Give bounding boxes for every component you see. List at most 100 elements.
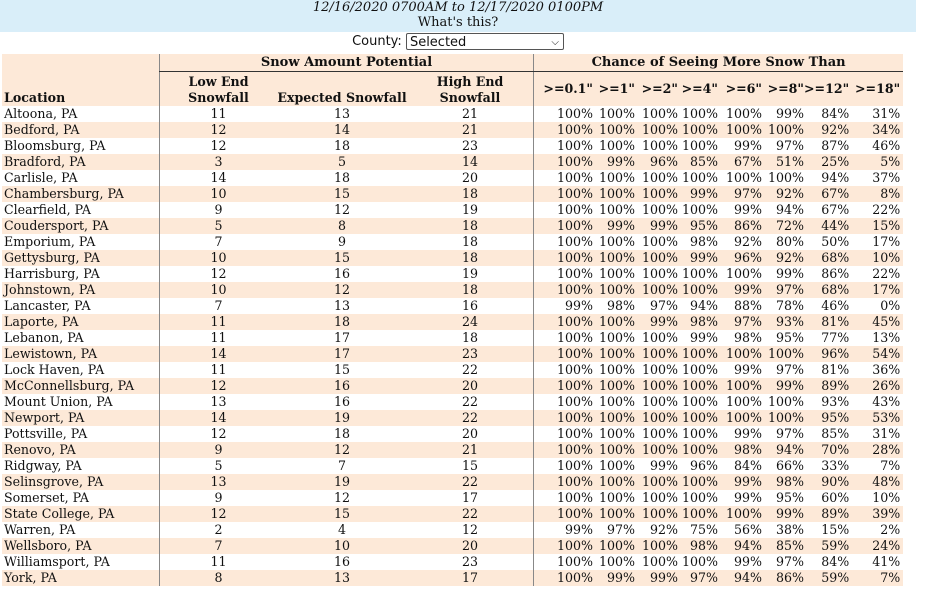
low-end-cell: 2: [159, 522, 277, 538]
chance-cell: 100%: [593, 538, 635, 554]
expected-cell: 12: [333, 202, 351, 217]
high-end-cell: 15: [461, 458, 479, 473]
table-row: York, PA 8 13 17 100% 99% 99% 97% 94% 86% 59% 7%: [2, 570, 904, 586]
chance-cell: 92%: [650, 522, 678, 537]
chance-cell: 70%: [804, 442, 850, 458]
expected-cell: 15: [333, 362, 351, 377]
location-cell: Lancaster, PA: [4, 298, 91, 313]
county-select[interactable]: Selected ⌵: [405, 33, 564, 50]
chance-cell: 100%: [593, 474, 635, 490]
chance-cell: 99%: [635, 218, 678, 234]
chance-cell: 67%: [804, 186, 850, 202]
chance-cell: 59%: [804, 570, 850, 586]
chance-cell: 2%: [880, 522, 901, 537]
chance-cell: 99%: [718, 282, 762, 298]
high-end-cell: 18: [461, 234, 479, 249]
low-end-cell: 12: [159, 122, 277, 138]
chance-cell: 24%: [849, 538, 904, 554]
chance-cell: 22%: [872, 266, 901, 281]
chance-cell: 92%: [762, 250, 804, 266]
table-row: Pottsville, PA 12 18 20 100% 100% 100% 100% 99% 9…: [2, 426, 903, 442]
chance-cell: 100%: [678, 506, 718, 522]
location-cell: Gettysburg, PA: [2, 250, 160, 266]
chance-cell: 99%: [776, 106, 804, 121]
chance-cell: 100%: [533, 394, 593, 410]
table-row: Bloomsburg, PA 12 18 23 100% 100% 100% 100% 99% 9…: [2, 138, 903, 154]
chance-cell: 99%: [690, 330, 718, 345]
chance-cell: 99%: [635, 570, 678, 586]
chance-cell: 97%: [718, 314, 762, 330]
chance-cell: 100%: [635, 282, 678, 298]
chance-cell: 97%: [762, 282, 804, 298]
chance-cell: 100%: [681, 202, 718, 217]
chance-cell: 86%: [762, 570, 804, 586]
location-cell: Lock Haven, PA: [4, 362, 105, 377]
chance-cell: 15%: [821, 522, 850, 537]
low-end-header: Low End Snowfall: [159, 71, 277, 106]
chance-cell: 95%: [776, 490, 804, 505]
chance-cell: 100%: [641, 170, 678, 185]
chance-cell: 100%: [598, 394, 635, 409]
chance-cell: 100%: [533, 362, 593, 378]
chance-cell: 100%: [598, 362, 635, 377]
location-cell: Laporte, PA: [2, 314, 160, 330]
chance-cell: 100%: [767, 170, 804, 185]
low-end-cell: 12: [159, 138, 277, 154]
location-cell: Lebanon, PA: [4, 330, 84, 345]
chance-cell: 87%: [821, 138, 850, 153]
expected-cell: 12: [333, 490, 351, 505]
location-header: Location: [2, 71, 160, 106]
chance-cell: 99%: [776, 266, 804, 281]
chance-cell: 100%: [593, 410, 635, 426]
table-row: Chambersburg, PA 10 15 18 100% 100% 100% 99% 97%…: [2, 186, 904, 202]
chance-cell: 100%: [593, 314, 635, 330]
location-cell: Warren, PA: [4, 522, 76, 537]
low-end-cell: 5: [159, 458, 277, 474]
table-row: Newport, PA 14 19 22 100% 100% 100% 100% 100% 100…: [2, 410, 904, 426]
table-row: Renovo, PA 9 12 21 100% 100% 100% 100% 98% 94% 70%…: [2, 442, 904, 458]
chance-cell: 89%: [804, 378, 850, 394]
column-header-row: Location Low End Snowfall Expected Snowf…: [2, 71, 904, 106]
high-end-cell: 22: [407, 410, 534, 426]
chance-cell: 80%: [776, 234, 804, 249]
chance-cell: 31%: [872, 426, 901, 441]
location-cell: Bradford, PA: [2, 154, 160, 170]
table-row: Lancaster, PA 7 13 16 99% 98% 97% 94% 88% 78% 46% 0…: [2, 298, 903, 314]
chance-cell: 90%: [804, 474, 850, 490]
chance-cell: 59%: [804, 538, 850, 554]
location-cell: Selinsgrove, PA: [2, 474, 160, 490]
chance-cell: 99%: [678, 250, 718, 266]
chance-cell: 26%: [849, 378, 904, 394]
expected-cell: 18: [333, 426, 351, 441]
chance-cell: 72%: [762, 218, 804, 234]
location-cell: Emporium, PA: [4, 234, 96, 249]
chance-cell: 100%: [678, 442, 718, 458]
high-end-cell: 23: [407, 346, 534, 362]
location-cell: Carlisle, PA: [4, 170, 78, 185]
chance-cell: 100%: [681, 490, 718, 505]
chance-cell: 100%: [635, 442, 678, 458]
whats-this-link[interactable]: What's this?: [417, 15, 499, 30]
high-end-cell: 17: [461, 490, 479, 505]
chance-cell: 97%: [776, 554, 804, 569]
expected-cell: 12: [277, 282, 407, 298]
high-end-cell: 24: [407, 314, 534, 330]
chance-cell: 98%: [734, 330, 762, 345]
low-end-cell: 10: [159, 250, 277, 266]
chance-cell: 100%: [725, 170, 762, 185]
chance-cell: 100%: [641, 106, 678, 121]
chance-cell: 100%: [533, 458, 593, 474]
chance-cell: 100%: [533, 250, 593, 266]
low-end-cell: 12: [159, 378, 277, 394]
low-end-cell: 11: [159, 106, 277, 122]
high-end-cell: 17: [407, 570, 534, 586]
low-end-cell: 11: [159, 362, 277, 378]
chance-cell: 37%: [872, 170, 901, 185]
chance-cell: 100%: [762, 346, 804, 362]
chance-cell: 100%: [635, 186, 678, 202]
table-row: Laporte, PA 11 18 24 100% 100% 99% 98% 97% 93% 81%…: [2, 314, 904, 330]
chance-cell: 84%: [821, 554, 850, 569]
chance-cell: 43%: [872, 394, 901, 409]
chance-cell: 84%: [734, 458, 762, 473]
expected-cell: 5: [277, 154, 407, 170]
